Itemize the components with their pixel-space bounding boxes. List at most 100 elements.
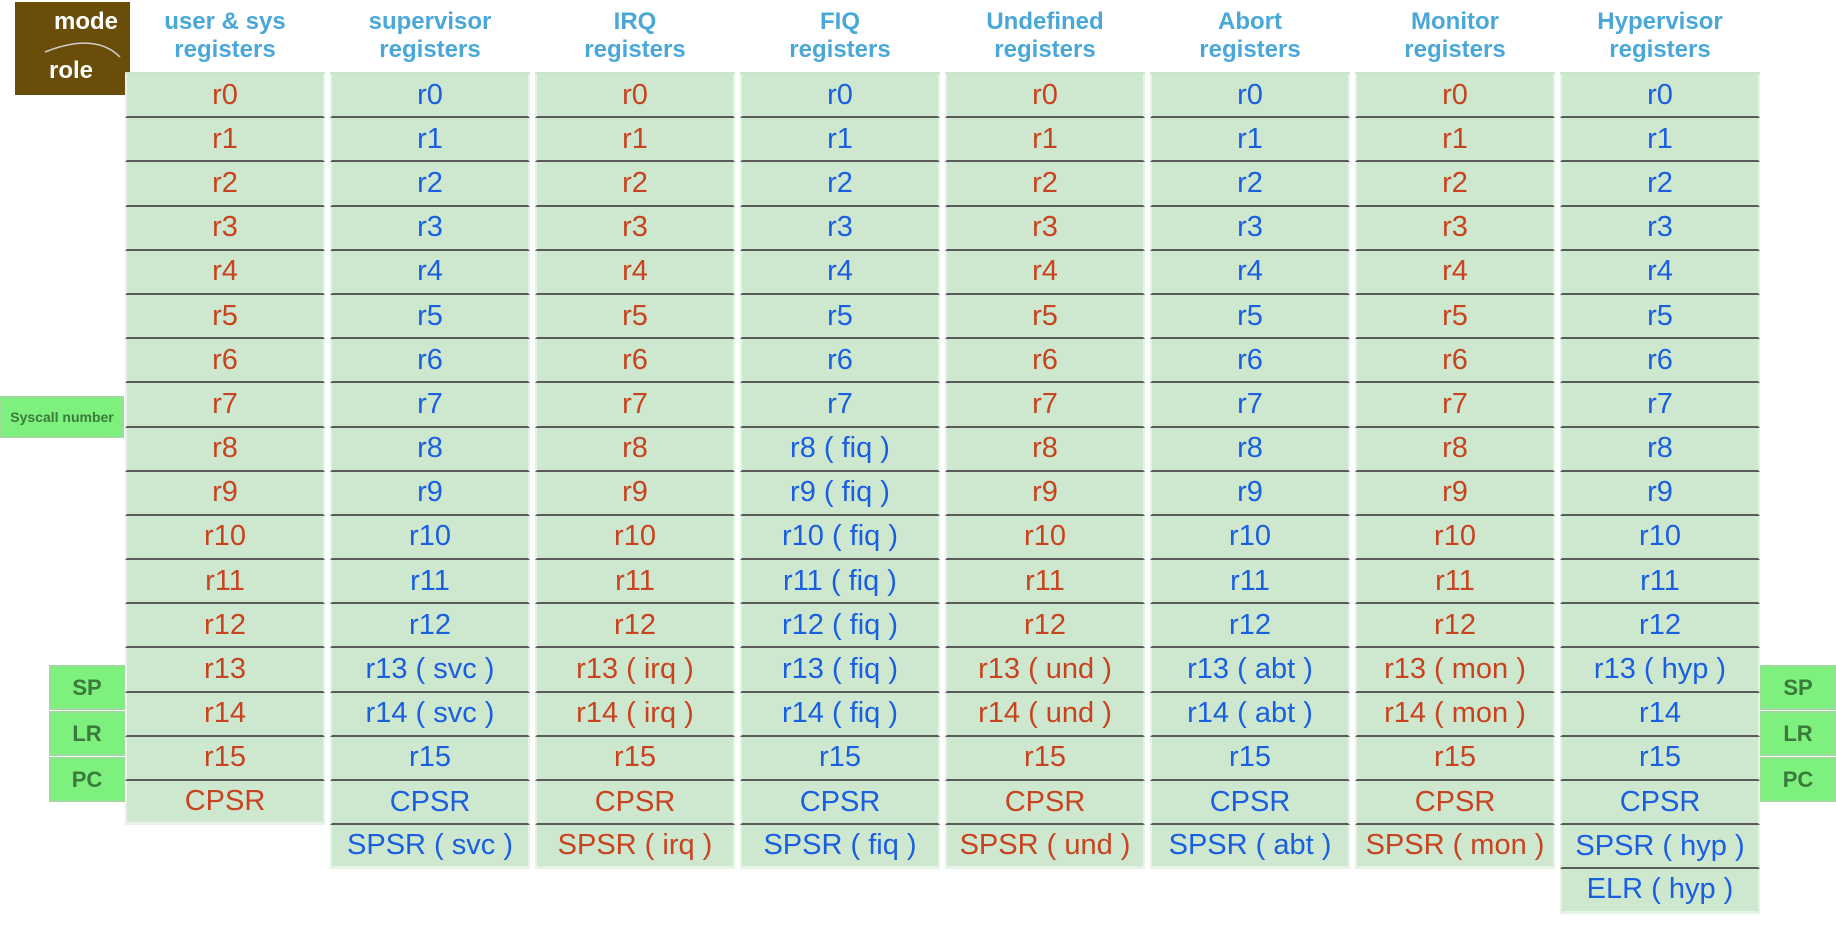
register-cell: r13 ( und ) bbox=[945, 648, 1145, 693]
register-cell: r3 bbox=[1355, 206, 1555, 251]
register-cell: r12 ( fiq ) bbox=[740, 604, 940, 649]
register-cell: r0 bbox=[1560, 74, 1760, 119]
register-cell: r9 bbox=[125, 471, 325, 516]
register-cell: r14 ( abt ) bbox=[1150, 692, 1350, 737]
register-cell: r5 bbox=[535, 294, 735, 340]
register-cell: r2 bbox=[1150, 162, 1350, 207]
column-header: IRQ registers bbox=[535, 0, 735, 72]
column-header-mode: Hypervisor bbox=[1597, 8, 1723, 35]
register-cell: r11 bbox=[1355, 560, 1555, 605]
register-cell: r4 bbox=[945, 250, 1145, 295]
register-cell: CPSR bbox=[535, 781, 735, 826]
register-cell: r4 bbox=[740, 250, 940, 295]
column-header-suffix: registers bbox=[174, 36, 276, 63]
register-cell: r3 bbox=[945, 206, 1145, 251]
column-header: FIQ registers bbox=[740, 0, 940, 72]
register-cell: r6 bbox=[740, 339, 940, 384]
register-cell: r7 bbox=[740, 383, 940, 428]
column-header-mode: FIQ bbox=[820, 8, 860, 35]
register-cell: r10 ( fiq ) bbox=[740, 515, 940, 561]
register-cell: r2 bbox=[1355, 162, 1555, 207]
register-cell: r6 bbox=[945, 339, 1145, 384]
register-cell: r5 bbox=[1355, 294, 1555, 340]
register-cell: r10 bbox=[1150, 515, 1350, 561]
register-cell: r0 bbox=[330, 74, 530, 119]
register-cell: r6 bbox=[330, 339, 530, 384]
register-column: IRQ registers r0 r1 r2 r3 r4 r5 r6 r7 r8 r9 r10 r11 r1… bbox=[535, 0, 735, 870]
register-cell: CPSR bbox=[740, 781, 940, 826]
register-cell: r8 ( fiq ) bbox=[740, 427, 940, 472]
column-header-mode: Monitor bbox=[1411, 8, 1499, 35]
register-column: Monitor registers r0 r1 r2 r3 r4 r5 r6 r7 r8 r9 r10 r… bbox=[1355, 0, 1555, 870]
register-cell: r2 bbox=[125, 162, 325, 207]
register-cell: r12 bbox=[945, 604, 1145, 649]
register-cell: r0 bbox=[1355, 74, 1555, 119]
column-header: Undefined registers bbox=[945, 0, 1145, 72]
column-header: Hypervisor registers bbox=[1560, 0, 1760, 72]
register-cell: CPSR bbox=[1150, 781, 1350, 826]
register-cell: r13 ( hyp ) bbox=[1560, 648, 1760, 693]
register-cell: CPSR bbox=[125, 781, 325, 826]
register-cell: r15 bbox=[740, 736, 940, 781]
pc-label-right: PC bbox=[1760, 757, 1836, 802]
register-cell: r4 bbox=[1560, 250, 1760, 295]
register-cell: r13 ( mon ) bbox=[1355, 648, 1555, 693]
register-cell: r10 bbox=[535, 515, 735, 561]
column-header-suffix: registers bbox=[584, 36, 686, 63]
register-cell: r15 bbox=[330, 736, 530, 781]
register-cell: r0 bbox=[125, 74, 325, 119]
register-cell: r5 bbox=[125, 294, 325, 340]
register-cell: r3 bbox=[1560, 206, 1760, 251]
register-cell: r13 bbox=[125, 648, 325, 693]
register-cell: r12 bbox=[330, 604, 530, 649]
register-cell: r15 bbox=[535, 736, 735, 781]
register-cell: CPSR bbox=[330, 781, 530, 826]
register-cell: r8 bbox=[535, 427, 735, 472]
register-cell: r11 bbox=[330, 560, 530, 605]
divider-curve-icon bbox=[44, 42, 121, 58]
register-cell: r14 bbox=[125, 692, 325, 737]
register-cell: SPSR ( abt ) bbox=[1150, 825, 1350, 870]
register-cell: r14 ( mon ) bbox=[1355, 692, 1555, 737]
column-header-suffix: registers bbox=[1404, 36, 1506, 63]
register-cell: r11 bbox=[535, 560, 735, 605]
register-cell: r15 bbox=[125, 736, 325, 781]
register-cell: r8 bbox=[1355, 427, 1555, 472]
register-cell: r10 bbox=[330, 515, 530, 561]
register-cell: r15 bbox=[1150, 736, 1350, 781]
register-cell: r5 bbox=[330, 294, 530, 340]
register-cell: r3 bbox=[535, 206, 735, 251]
register-cell: SPSR ( irq ) bbox=[535, 825, 735, 870]
column-header-mode: Undefined bbox=[986, 8, 1104, 35]
register-cell: r13 ( fiq ) bbox=[740, 648, 940, 693]
register-cell: r7 bbox=[1560, 383, 1760, 428]
register-cell: r14 bbox=[1560, 692, 1760, 737]
register-cell: r12 bbox=[1560, 604, 1760, 649]
column-header-suffix: registers bbox=[379, 36, 481, 63]
register-cell: r14 ( und ) bbox=[945, 692, 1145, 737]
register-cell: r13 ( svc ) bbox=[330, 648, 530, 693]
register-cell: r7 bbox=[1150, 383, 1350, 428]
column-header-mode: IRQ bbox=[613, 8, 657, 35]
register-cell: r1 bbox=[740, 118, 940, 163]
register-cell: SPSR ( fiq ) bbox=[740, 825, 940, 870]
register-cell: r9 bbox=[535, 471, 735, 516]
register-cell: r4 bbox=[1150, 250, 1350, 295]
register-cell: r4 bbox=[125, 250, 325, 295]
register-cell: r2 bbox=[740, 162, 940, 207]
lr-label-left: LR bbox=[49, 711, 125, 756]
register-cell: r6 bbox=[1150, 339, 1350, 384]
register-cell: r4 bbox=[535, 250, 735, 295]
register-cell: r8 bbox=[1150, 427, 1350, 472]
register-cell: r14 ( irq ) bbox=[535, 692, 735, 737]
register-cell: r14 ( fiq ) bbox=[740, 692, 940, 737]
register-cell: r10 bbox=[1355, 515, 1555, 561]
register-cell: r12 bbox=[1150, 604, 1350, 649]
column-header-suffix: registers bbox=[789, 36, 891, 63]
column-header-suffix: registers bbox=[994, 36, 1096, 63]
column-header: user & sys registers bbox=[125, 0, 325, 72]
register-cell: r5 bbox=[1560, 294, 1760, 340]
syscall-number-label: Syscall number bbox=[0, 396, 124, 438]
register-cell: r9 ( fiq ) bbox=[740, 471, 940, 516]
register-cell: r13 ( abt ) bbox=[1150, 648, 1350, 693]
